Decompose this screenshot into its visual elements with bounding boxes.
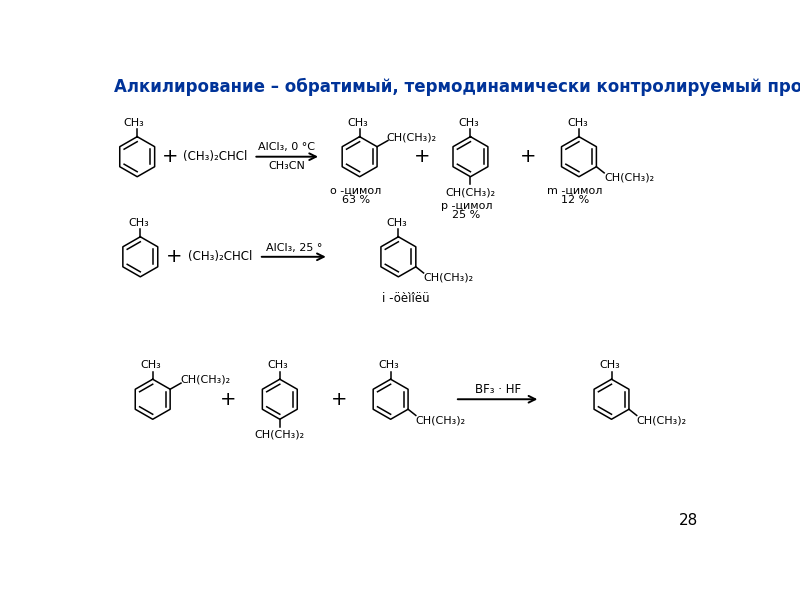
Text: (CH₃)₂CHCl: (CH₃)₂CHCl bbox=[188, 250, 252, 263]
Text: Алкилирование – обратимый, термодинамически контролируемый процесс.: Алкилирование – обратимый, термодинамиче… bbox=[114, 78, 800, 97]
Text: i -öèìîëü: i -öèìîëü bbox=[382, 292, 430, 305]
Text: 63 %: 63 % bbox=[342, 195, 370, 205]
Text: CH(CH₃)₂: CH(CH₃)₂ bbox=[415, 415, 466, 425]
Text: CH(CH₃)₂: CH(CH₃)₂ bbox=[386, 133, 436, 142]
Text: +: + bbox=[414, 147, 430, 166]
Text: CH(CH₃)₂: CH(CH₃)₂ bbox=[637, 415, 686, 425]
Text: CH(CH₃)₂: CH(CH₃)₂ bbox=[604, 172, 654, 182]
Text: CH(CH₃)₂: CH(CH₃)₂ bbox=[254, 430, 305, 440]
Text: CH(CH₃)₂: CH(CH₃)₂ bbox=[446, 187, 495, 197]
Text: +: + bbox=[520, 147, 537, 166]
Text: CH₃CN: CH₃CN bbox=[268, 161, 306, 171]
Text: CH₃: CH₃ bbox=[141, 361, 162, 370]
Text: CH₃: CH₃ bbox=[124, 118, 145, 128]
Text: CH₃: CH₃ bbox=[268, 361, 289, 370]
Text: CH₃: CH₃ bbox=[386, 218, 407, 228]
Text: +: + bbox=[166, 247, 182, 266]
Text: 12 %: 12 % bbox=[561, 195, 589, 205]
Text: m -цимол: m -цимол bbox=[547, 185, 602, 196]
Text: 28: 28 bbox=[679, 512, 698, 527]
Text: BF₃ · HF: BF₃ · HF bbox=[474, 383, 521, 396]
Text: 25 %: 25 % bbox=[453, 210, 481, 220]
Text: CH(CH₃)₂: CH(CH₃)₂ bbox=[181, 375, 231, 385]
Text: +: + bbox=[220, 390, 236, 409]
Text: +: + bbox=[162, 147, 178, 166]
Text: CH₃: CH₃ bbox=[128, 218, 149, 228]
Text: CH₃: CH₃ bbox=[599, 361, 620, 370]
Text: o -цимол: o -цимол bbox=[330, 185, 382, 196]
Text: AlCl₃, 25 °: AlCl₃, 25 ° bbox=[266, 242, 322, 253]
Text: AlCl₃, 0 °C: AlCl₃, 0 °C bbox=[258, 142, 315, 152]
Text: CH₃: CH₃ bbox=[378, 361, 399, 370]
Text: p -цимол: p -цимол bbox=[441, 201, 492, 211]
Text: CH₃: CH₃ bbox=[458, 118, 479, 128]
Text: +: + bbox=[330, 390, 347, 409]
Text: CH₃: CH₃ bbox=[348, 118, 369, 128]
Text: CH₃: CH₃ bbox=[567, 118, 588, 128]
Text: (CH₃)₂CHCl: (CH₃)₂CHCl bbox=[182, 150, 247, 163]
Text: CH(CH₃)₂: CH(CH₃)₂ bbox=[423, 272, 474, 283]
